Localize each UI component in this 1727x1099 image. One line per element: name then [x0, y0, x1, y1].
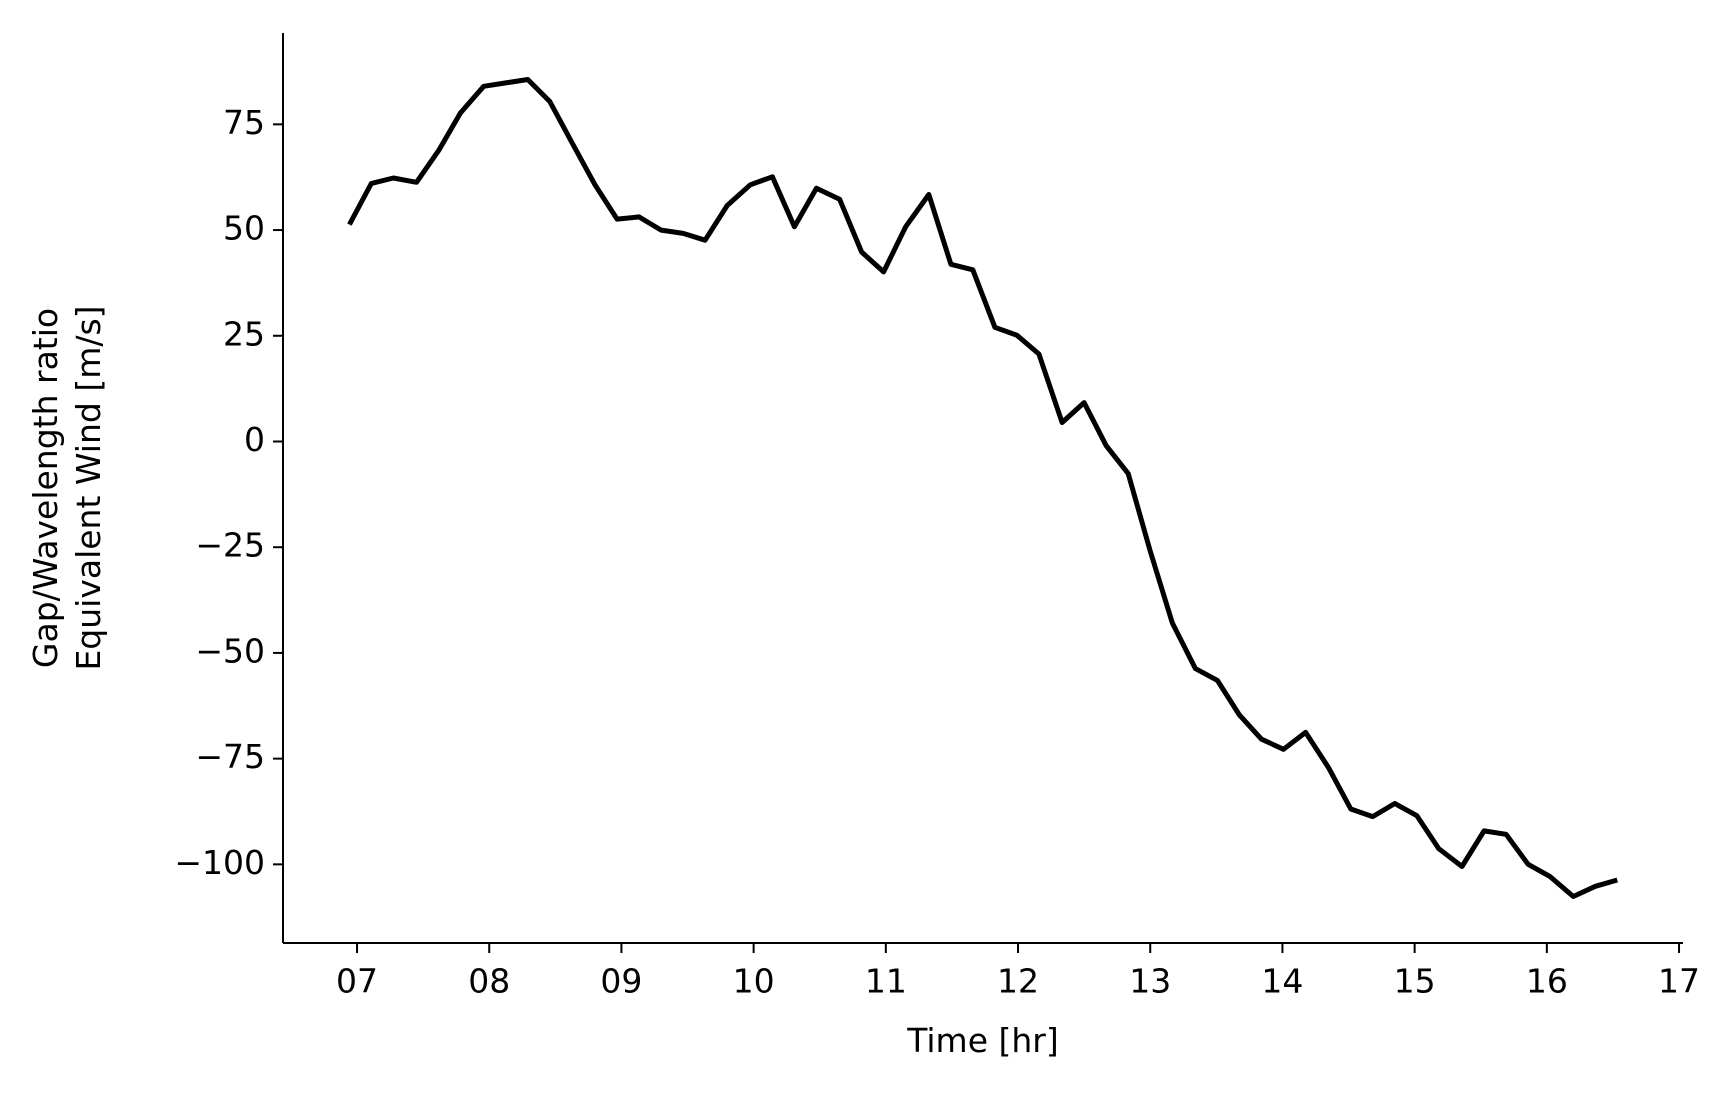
- x-tick-label: 16: [1526, 962, 1568, 1001]
- y-tick-label: −100: [174, 843, 265, 882]
- x-axis-label: Time [hr]: [906, 1021, 1058, 1060]
- x-tick-label: 15: [1394, 962, 1436, 1001]
- y-tick-label: 75: [223, 103, 265, 142]
- x-tick-label: 13: [1129, 962, 1171, 1001]
- y-tick-label: −75: [195, 737, 265, 776]
- x-tick-label: 11: [865, 962, 907, 1001]
- y-axis-label: Equivalent Wind [m/s]: [69, 305, 108, 670]
- x-tick-label: 08: [468, 962, 510, 1001]
- y-tick-label: −50: [195, 631, 265, 670]
- x-tick-label: 09: [600, 962, 642, 1001]
- x-tick-label: 12: [997, 962, 1039, 1001]
- x-tick-label: 17: [1658, 962, 1700, 1001]
- y-tick-label: 50: [223, 209, 265, 248]
- y-tick-label: 25: [223, 314, 265, 353]
- y-tick-label: 0: [244, 420, 265, 459]
- x-tick-label: 10: [733, 962, 775, 1001]
- data-line: [347, 77, 1618, 899]
- x-tick-label: 07: [336, 962, 378, 1001]
- y-tick-label: −25: [195, 526, 265, 565]
- x-tick-label: 14: [1261, 962, 1303, 1001]
- y-axis-label: Gap/Wavelength ratio: [26, 308, 65, 668]
